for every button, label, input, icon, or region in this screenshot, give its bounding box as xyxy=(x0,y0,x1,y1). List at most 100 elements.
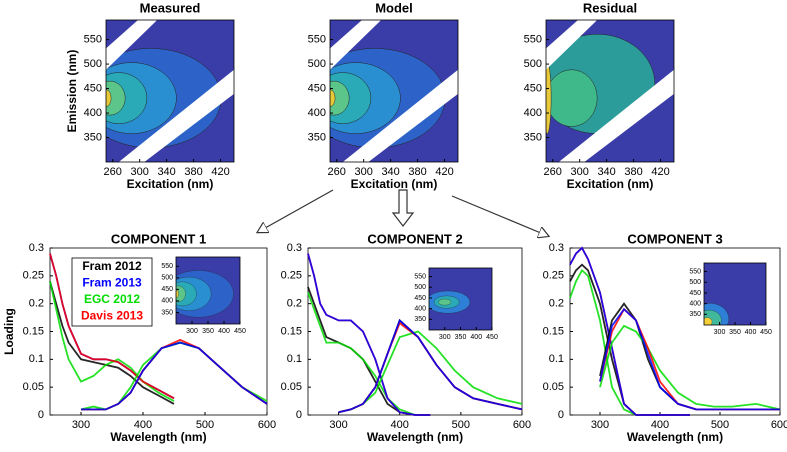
x-tick-label: 350 xyxy=(202,328,214,335)
chart-title: Model xyxy=(375,0,413,15)
arrow xyxy=(451,195,548,236)
y-tick-label: 0.15 xyxy=(543,325,564,337)
x-tick-label: 350 xyxy=(729,329,741,336)
y-axis-label: Emission (nm) xyxy=(65,50,79,133)
series-line xyxy=(81,341,268,411)
x-tick-label: 400 xyxy=(470,334,482,341)
x-tick-label: 400 xyxy=(651,419,669,431)
scatter-band xyxy=(118,69,234,162)
series-line xyxy=(307,292,431,416)
eem-contour xyxy=(330,80,350,116)
y-tick-label: 0.3 xyxy=(287,242,302,254)
x-axis-label: Wavelength (nm) xyxy=(367,430,463,444)
y-tick-label: 0.1 xyxy=(549,353,564,365)
x-tick-label: 340 xyxy=(157,166,175,178)
x-tick-label: 300 xyxy=(72,419,90,431)
x-tick-label: 300 xyxy=(329,419,347,431)
x-tick-label: 300 xyxy=(714,329,726,336)
series-line xyxy=(307,253,431,416)
legend-entry: EGC 2012 xyxy=(84,292,140,306)
series-line xyxy=(569,246,690,416)
y-tick-label: 450 xyxy=(524,82,542,94)
x-tick-label: 260 xyxy=(328,166,346,178)
x-tick-label: 420 xyxy=(651,166,669,178)
chart-title: COMPONENT 1 xyxy=(111,231,206,246)
scatter-band xyxy=(546,20,598,70)
y-tick-label: 450 xyxy=(308,82,326,94)
line-chart: 300 400 500 600 0 0.05 0.1 0.15 0.2 0.25 0.3 COMPON… xyxy=(281,231,532,444)
eem-surface xyxy=(429,268,492,330)
plot-frame xyxy=(329,19,459,163)
x-tick-label: 450 xyxy=(486,334,498,341)
x-tick-label: 400 xyxy=(218,328,230,335)
y-tick-label: 0.05 xyxy=(281,381,302,393)
y-tick-label: 550 xyxy=(308,33,326,45)
chart-title: COMPONENT 3 xyxy=(627,231,722,246)
x-tick-label: 600 xyxy=(771,419,787,431)
y-tick-label: 0.25 xyxy=(543,270,564,282)
plot-frame xyxy=(105,19,235,163)
eem-surface xyxy=(330,20,458,162)
x-axis-label: Wavelength (nm) xyxy=(110,430,206,444)
series-line xyxy=(80,341,268,411)
y-tick-label: 350 xyxy=(414,316,426,323)
x-tick-label: 380 xyxy=(408,166,426,178)
x-axis-label: Excitation (nm) xyxy=(351,177,438,191)
contour-chart: 260 300 340 380 420 350 400 450 500 550 Residual Ex… xyxy=(524,0,675,191)
eem-contour xyxy=(546,62,552,134)
y-tick-label: 500 xyxy=(308,58,326,70)
x-tick-label: 500 xyxy=(711,419,729,431)
y-tick-label: 350 xyxy=(161,309,173,316)
x-axis-label: Wavelength (nm) xyxy=(627,430,723,444)
scatter-band xyxy=(558,69,674,162)
y-tick-label: 550 xyxy=(161,263,173,270)
x-tick-label: 300 xyxy=(131,166,149,178)
y-tick-label: 0.2 xyxy=(549,298,564,310)
line-chart: 300 400 500 600 0 0.05 0.1 0.15 0.2 0.25 0.3 COMPON… xyxy=(543,231,787,444)
eem-contour xyxy=(438,298,452,306)
chart-title: Residual xyxy=(583,0,637,15)
series-line xyxy=(81,338,268,411)
y-tick-label: 500 xyxy=(689,279,701,286)
y-tick-label: 0.1 xyxy=(287,353,302,365)
series-line xyxy=(599,324,781,411)
eem-surface xyxy=(106,20,234,162)
y-tick-label: 0.3 xyxy=(29,242,44,254)
x-tick-label: 420 xyxy=(435,166,453,178)
y-tick-label: 350 xyxy=(84,131,102,143)
y-tick-label: 0 xyxy=(558,409,564,421)
series-line xyxy=(569,263,690,416)
series-line xyxy=(569,268,690,416)
y-tick-label: 400 xyxy=(161,298,173,305)
y-tick-label: 500 xyxy=(414,284,426,291)
y-tick-label: 550 xyxy=(524,33,542,45)
y-tick-label: 550 xyxy=(84,33,102,45)
y-tick-label: 500 xyxy=(161,275,173,282)
contour-chart: 260 300 340 380 420 350 400 450 500 550 Measured Ex… xyxy=(65,0,235,191)
y-tick-label: 500 xyxy=(84,58,102,70)
y-tick-label: 0.3 xyxy=(549,242,564,254)
y-tick-label: 450 xyxy=(689,290,701,297)
arrows xyxy=(258,189,548,236)
arrow xyxy=(391,189,415,227)
y-tick-label: 0.1 xyxy=(29,353,44,365)
series-line xyxy=(599,307,780,411)
eem-surface xyxy=(704,263,766,325)
y-tick-label: 400 xyxy=(524,107,542,119)
legend-entry: Fram 2013 xyxy=(82,276,142,290)
y-tick-label: 550 xyxy=(414,273,426,280)
arrow xyxy=(258,189,334,232)
x-tick-label: 600 xyxy=(258,419,276,431)
x-axis-label: Excitation (nm) xyxy=(127,177,214,191)
scatter-band xyxy=(330,20,382,70)
x-tick-label: 260 xyxy=(544,166,562,178)
y-axis-label: Loading xyxy=(2,308,16,355)
x-tick-label: 600 xyxy=(513,419,531,431)
y-tick-label: 400 xyxy=(84,107,102,119)
y-tick-label: 0 xyxy=(296,409,302,421)
eem-contour xyxy=(106,89,112,107)
chart-title: COMPONENT 2 xyxy=(367,231,462,246)
x-tick-label: 450 xyxy=(760,329,772,336)
